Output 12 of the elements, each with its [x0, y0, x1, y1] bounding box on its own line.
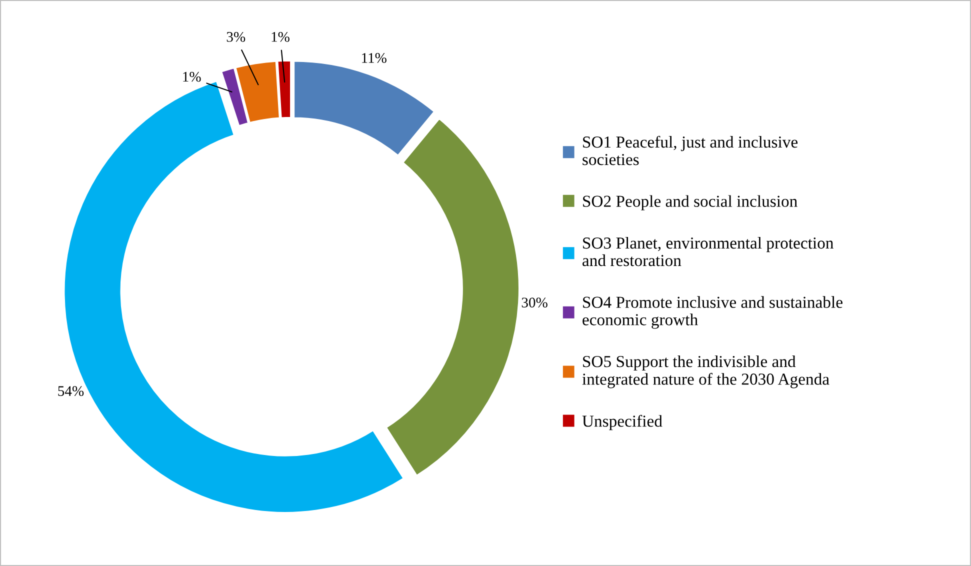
data-label: 54% — [58, 386, 84, 396]
data-label: 1% — [272, 32, 290, 42]
data-label: 3% — [226, 32, 246, 42]
legend-label: SO2 People and social inclusion — [583, 195, 798, 210]
data-label: 11% — [362, 53, 386, 63]
legend-label: SO3 Planet, environmental protection and restoration — [582, 236, 834, 266]
data-label: 1% — [183, 72, 201, 82]
legend-label: SO5 Support the indivisible and integrated nature of the 2030 Agenda — [582, 355, 830, 388]
data-label: 30% — [522, 298, 548, 308]
legend-label: SO4 Promote inclusive and sustainable economic growth — [582, 296, 842, 329]
legend-label: Unspecified — [582, 414, 662, 430]
legend-label: SO1 Peaceful, just and inclusive societies — [582, 136, 798, 166]
